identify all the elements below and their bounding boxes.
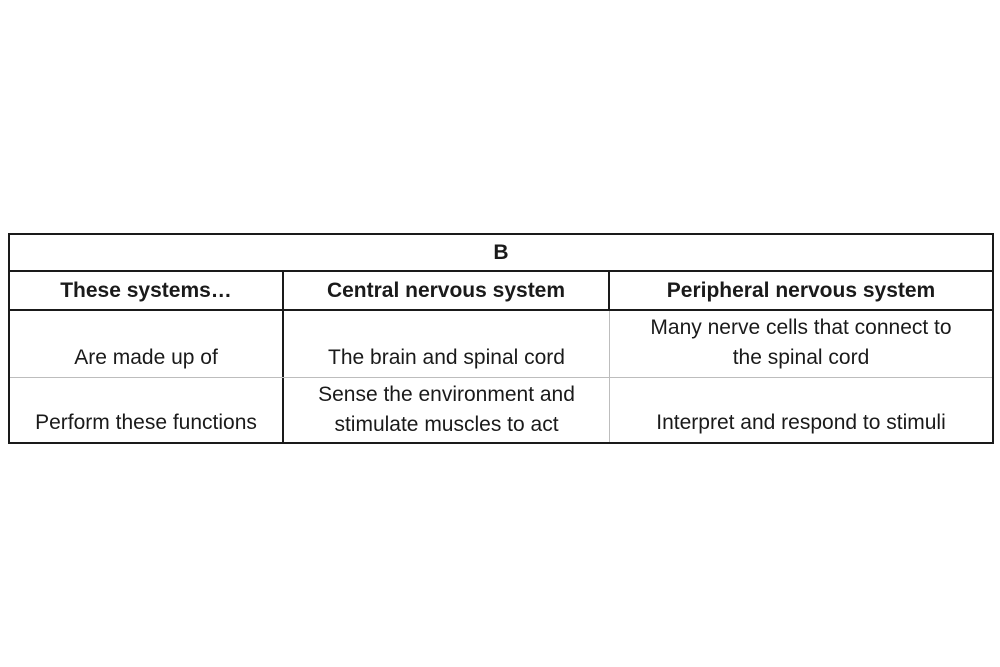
comparison-table: B These systems… Central nervous system …	[8, 233, 994, 444]
central-cell: Sense the environment and stimulate musc…	[284, 378, 610, 442]
table-header-row: These systems… Central nervous system Pe…	[10, 272, 992, 311]
central-cell: The brain and spinal cord	[284, 311, 610, 377]
cell-text-block: Sense the environment and stimulate musc…	[318, 380, 575, 440]
cell-text-block: Many nerve cells that connect to the spi…	[650, 313, 951, 373]
table-row: Perform these functions Sense the enviro…	[10, 378, 992, 442]
header-central-nervous-system: Central nervous system	[284, 272, 610, 309]
header-peripheral-nervous-system: Peripheral nervous system	[610, 272, 992, 309]
cell-text-line: the spinal cord	[732, 346, 870, 369]
cell-text-line: Sense the environment and	[318, 383, 575, 406]
table-title-text: B	[493, 240, 509, 264]
header-these-systems: These systems…	[10, 272, 284, 309]
peripheral-cell: Interpret and respond to stimuli	[610, 378, 992, 442]
cell-text-line: Many nerve cells that connect to	[650, 316, 952, 339]
row-label-cell: Perform these functions	[10, 378, 284, 442]
header-label: Central nervous system	[326, 278, 566, 302]
cell-text: Interpret and respond to stimuli	[656, 411, 946, 434]
table-row: Are made up of The brain and spinal cord…	[10, 311, 992, 378]
header-label: These systems…	[60, 278, 232, 302]
table-title: B	[10, 235, 992, 272]
row-label: Are made up of	[74, 346, 218, 369]
header-label: Peripheral nervous system	[666, 278, 936, 302]
cell-text: The brain and spinal cord	[328, 346, 565, 369]
cell-text-line: stimulate muscles to act	[334, 413, 559, 436]
peripheral-cell: Many nerve cells that connect to the spi…	[610, 311, 992, 377]
row-label: Perform these functions	[35, 411, 257, 434]
row-label-cell: Are made up of	[10, 311, 284, 377]
